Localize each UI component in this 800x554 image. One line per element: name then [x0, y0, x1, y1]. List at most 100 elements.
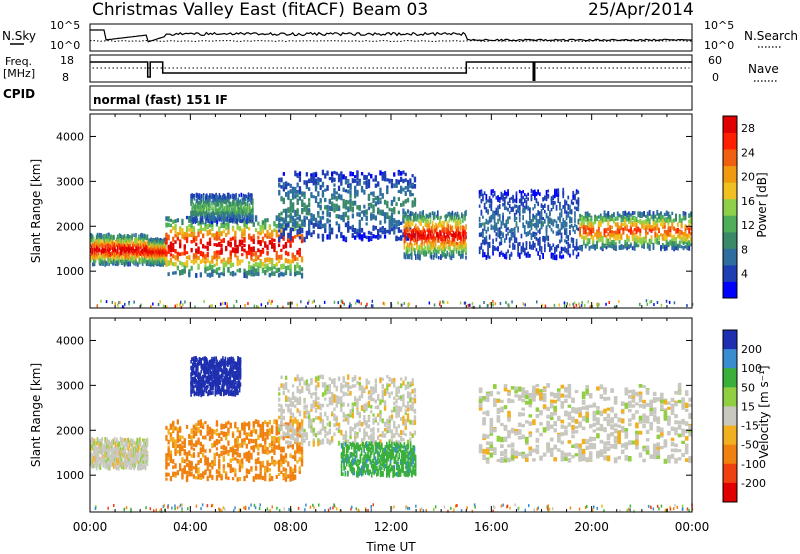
echo-cell [287, 238, 290, 242]
echo-cell [599, 232, 602, 237]
echo-cell [430, 228, 433, 233]
echo-cell [247, 302, 249, 305]
echo-cell [581, 222, 583, 226]
echo-cell [123, 238, 126, 244]
echo-cell [102, 239, 105, 244]
echo-cell [652, 242, 655, 249]
echo-cell [229, 271, 232, 276]
noise-left-tick-top: 10^5 [50, 19, 80, 32]
echo-cell [515, 237, 518, 243]
echo-cell [464, 244, 466, 249]
echo-cell [554, 249, 556, 255]
echo-cell [114, 251, 116, 258]
echo-cell [508, 211, 511, 215]
echo-cell [485, 199, 488, 204]
echo-cell [488, 234, 491, 240]
echo-cell [226, 304, 228, 308]
echo-cell [102, 254, 105, 258]
echo-cell [141, 236, 143, 242]
echo-cell [442, 251, 444, 257]
echo-cell [91, 245, 93, 249]
echo-cell [469, 303, 471, 307]
echo-cell [673, 301, 676, 305]
echo-cell [517, 242, 519, 247]
echo-cell [500, 193, 503, 200]
echo-cell [135, 251, 137, 257]
echo-cell [607, 227, 610, 231]
echo-cell [245, 218, 248, 224]
echo-cell [402, 187, 405, 192]
echo-cell [690, 231, 692, 236]
echo-cell [411, 200, 414, 204]
echo-cell [142, 244, 145, 250]
echo-cell [480, 211, 483, 216]
echo-cell [529, 229, 531, 235]
echo-cell [254, 251, 258, 256]
echo-cell [114, 247, 116, 251]
echo-cell [572, 302, 574, 306]
echo-cell [98, 243, 101, 249]
echo-cell [308, 230, 311, 236]
echo-cell [193, 210, 196, 217]
echo-cell [296, 194, 299, 198]
echo-cell [412, 228, 415, 233]
echo-cell [131, 252, 133, 259]
echo-cell [208, 229, 212, 235]
echo-cell [419, 245, 421, 250]
echo-cell [492, 189, 494, 194]
echo-cell [522, 215, 524, 221]
echo-cell [102, 234, 105, 240]
echo-cell [370, 191, 373, 196]
echo-cell [417, 213, 419, 220]
echo-cell [93, 251, 96, 256]
echo-cell [405, 212, 408, 216]
echo-cell [669, 228, 672, 233]
echo-cell [597, 237, 600, 243]
echo-cell [296, 250, 299, 255]
echo-cell [193, 196, 196, 201]
echo-cell [351, 206, 354, 213]
echo-cell [112, 250, 114, 256]
echo-cell [324, 188, 327, 192]
echo-cell [116, 245, 119, 250]
echo-cell [190, 193, 192, 198]
echo-cell [416, 240, 418, 244]
echo-cell [324, 228, 327, 233]
echo-cell [675, 246, 677, 251]
echo-cell [483, 252, 486, 257]
echo-cell [587, 300, 589, 304]
echo-cell [202, 255, 205, 260]
echo-cell [482, 222, 484, 226]
echo-cell [211, 304, 213, 308]
echo-cell [534, 192, 536, 198]
echo-cell [388, 225, 391, 232]
echo-cell [517, 227, 519, 233]
echo-cell [668, 300, 671, 304]
echo-cell [388, 207, 391, 212]
echo-cell [294, 224, 297, 228]
echo-cell [628, 211, 630, 217]
echo-cell [324, 199, 327, 203]
echo-cell [609, 233, 612, 239]
echo-cell [497, 197, 499, 202]
echo-cell [231, 270, 235, 277]
echo-cell [97, 248, 100, 252]
echo-cell [660, 303, 663, 307]
echo-cell [221, 202, 224, 209]
echo-cell [404, 239, 407, 243]
echo-cell [429, 218, 432, 224]
echo-cell [317, 224, 320, 229]
echo-cell [238, 259, 242, 265]
echo-cell [108, 262, 110, 267]
echo-cell [405, 247, 408, 253]
echo-cell [383, 175, 387, 182]
echo-cell [395, 235, 398, 241]
echo-cell [141, 249, 143, 254]
echo-cell [202, 227, 205, 231]
echo-cell [434, 248, 437, 253]
echo-cell [663, 225, 666, 229]
echo-cell [218, 255, 221, 259]
echo-cell [381, 173, 384, 179]
echo-cell [419, 221, 421, 226]
echo-cell [220, 272, 223, 276]
